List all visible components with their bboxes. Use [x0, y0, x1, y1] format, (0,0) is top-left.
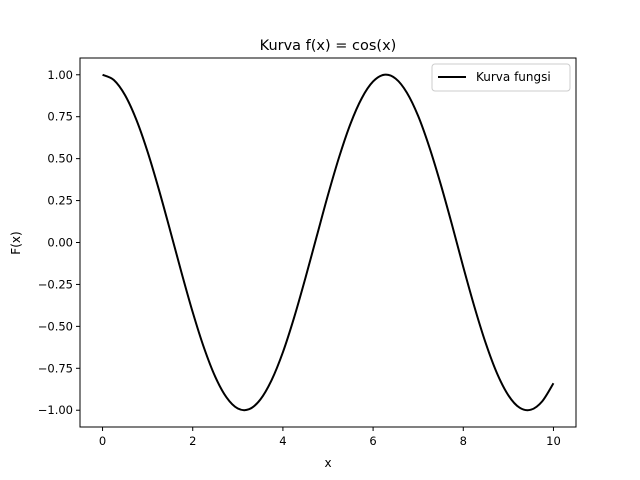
legend: Kurva fungsi	[431, 63, 571, 92]
series-line	[102, 73, 555, 412]
y-tick-label: −1.00	[38, 403, 73, 417]
plot-series	[102, 73, 555, 412]
y-tick-label: 0.50	[47, 152, 73, 166]
x-tick-label: 8	[460, 434, 467, 448]
x-axis-label: x	[324, 456, 331, 470]
x-axis-ticks: 0 2 4 6 8 10	[99, 427, 561, 448]
x-tick-label: 10	[546, 434, 561, 448]
legend-label: Kurva fungsi	[476, 70, 551, 84]
x-tick-label: 4	[279, 434, 286, 448]
y-axis-label: F(x)	[9, 231, 23, 254]
y-axis-ticks: 1.00 0.75 0.50 0.25 0.00 −0.25 −0.50 −0.75 −1.00	[38, 68, 80, 417]
y-tick-label: −0.75	[38, 361, 73, 375]
y-tick-label: 0.25	[47, 194, 73, 208]
y-tick-label: −0.50	[38, 319, 73, 333]
legend-box	[431, 63, 571, 92]
chart-title: Kurva f(x) = cos(x)	[260, 38, 397, 54]
y-tick-label: 1.00	[47, 68, 73, 82]
x-tick-label: 6	[369, 434, 376, 448]
x-tick-label: 0	[99, 434, 106, 448]
y-tick-label: 0.00	[47, 236, 73, 250]
x-tick-label: 2	[189, 434, 196, 448]
y-tick-label: 0.75	[47, 110, 73, 124]
plot-frame	[79, 57, 577, 428]
y-tick-label: −0.25	[38, 277, 73, 291]
